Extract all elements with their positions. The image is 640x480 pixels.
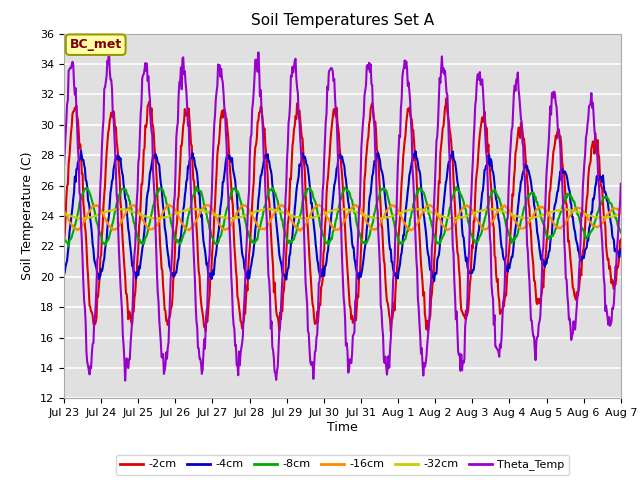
Line: Theta_Temp: Theta_Temp	[64, 49, 621, 381]
-8cm	[617, 229, 625, 235]
-32cm	[184, 207, 192, 213]
-16cm	[127, 203, 135, 208]
Theta_Temp	[70, 82, 78, 87]
-32cm	[376, 216, 384, 221]
-8cm	[65, 243, 72, 249]
-2cm	[127, 320, 135, 325]
-16cm	[166, 202, 173, 208]
-4cm	[428, 266, 435, 272]
Line: -4cm: -4cm	[64, 151, 621, 281]
-32cm	[127, 208, 135, 214]
X-axis label: Time: Time	[327, 421, 358, 434]
-16cm	[412, 223, 419, 228]
-32cm	[60, 211, 68, 217]
-2cm	[60, 239, 68, 244]
-2cm	[387, 328, 395, 334]
-8cm	[214, 240, 222, 246]
Theta_Temp	[122, 378, 129, 384]
-16cm	[617, 209, 625, 215]
-8cm	[185, 212, 193, 217]
Text: BC_met: BC_met	[70, 38, 122, 51]
-4cm	[617, 246, 625, 252]
Theta_Temp	[412, 234, 419, 240]
Title: Soil Temperatures Set A: Soil Temperatures Set A	[251, 13, 434, 28]
-16cm	[296, 228, 304, 234]
-16cm	[185, 227, 193, 233]
Line: -8cm: -8cm	[64, 187, 621, 246]
Line: -16cm: -16cm	[64, 205, 621, 231]
-32cm	[189, 206, 197, 212]
-2cm	[411, 150, 419, 156]
-16cm	[70, 226, 78, 231]
Theta_Temp	[215, 64, 223, 70]
-4cm	[430, 278, 438, 284]
-8cm	[71, 223, 79, 228]
-2cm	[617, 237, 625, 242]
-2cm	[184, 112, 192, 118]
-4cm	[128, 263, 136, 269]
-4cm	[411, 153, 419, 158]
Y-axis label: Soil Temperature (C): Soil Temperature (C)	[22, 152, 35, 280]
-2cm	[70, 108, 78, 114]
-2cm	[214, 152, 221, 158]
-8cm	[128, 213, 136, 218]
Theta_Temp	[60, 163, 68, 168]
-4cm	[214, 232, 222, 238]
Theta_Temp	[129, 295, 137, 300]
-2cm	[443, 96, 451, 101]
-4cm	[60, 272, 68, 277]
-32cm	[412, 206, 419, 212]
-32cm	[214, 213, 222, 219]
-8cm	[60, 235, 68, 241]
Legend: -2cm, -4cm, -8cm, -16cm, -32cm, Theta_Temp: -2cm, -4cm, -8cm, -16cm, -32cm, Theta_Te…	[116, 455, 569, 475]
-8cm	[452, 184, 460, 190]
Line: -32cm: -32cm	[64, 209, 621, 218]
Theta_Temp	[428, 244, 436, 250]
-8cm	[428, 218, 435, 224]
-16cm	[428, 204, 436, 209]
Theta_Temp	[617, 181, 625, 187]
-2cm	[428, 296, 435, 302]
-4cm	[77, 148, 85, 154]
-32cm	[617, 211, 625, 216]
-8cm	[411, 196, 419, 202]
-32cm	[428, 209, 436, 215]
-16cm	[60, 208, 68, 214]
-16cm	[214, 219, 222, 225]
-32cm	[70, 214, 78, 220]
Line: -2cm: -2cm	[64, 98, 621, 331]
-4cm	[185, 164, 193, 170]
Theta_Temp	[105, 46, 113, 52]
-4cm	[70, 190, 78, 195]
Theta_Temp	[186, 150, 193, 156]
